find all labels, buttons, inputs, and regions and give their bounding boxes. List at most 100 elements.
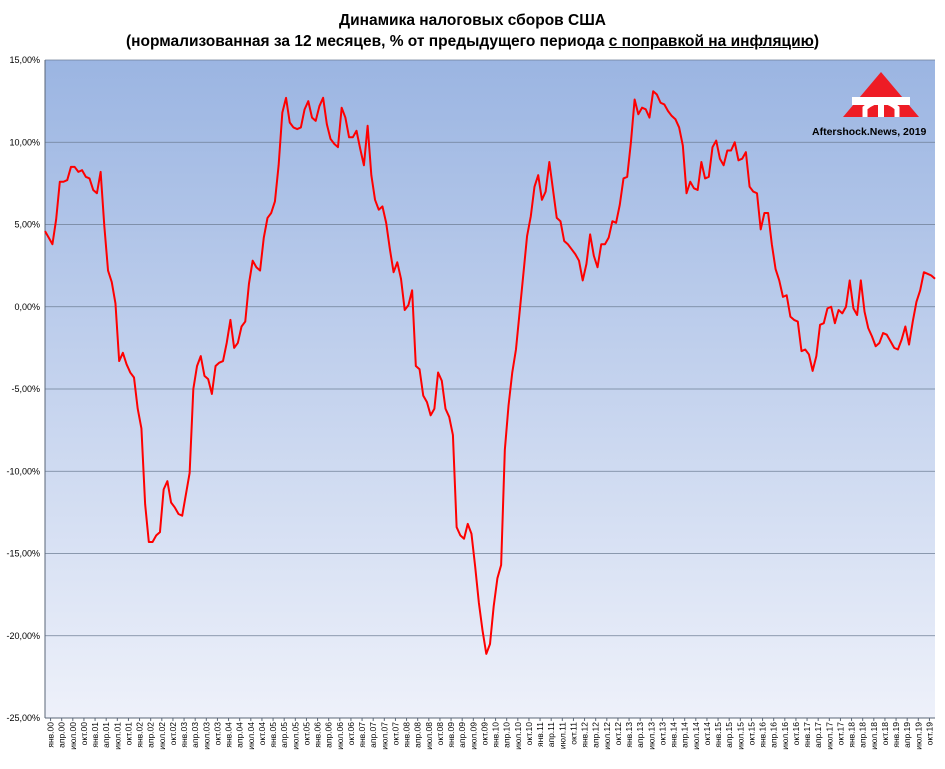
x-tick-label: окт.03 [212, 722, 222, 746]
x-tick-label: янв.07 [357, 722, 367, 748]
x-tick-label: июл.03 [201, 722, 211, 750]
aftershock-logo [843, 72, 919, 117]
chart-title: Динамика налоговых сборов США [339, 12, 606, 29]
x-tick-label: июл.12 [602, 722, 612, 750]
x-tick-label: апр.08 [413, 722, 423, 748]
x-tick-label: янв.02 [135, 722, 145, 748]
x-tick-label: апр.16 [769, 722, 779, 748]
x-tick-label: окт.10 [524, 722, 534, 746]
x-tick-label: апр.03 [190, 722, 200, 748]
x-tick-label: июл.19 [913, 722, 923, 750]
x-tick-label: июл.02 [157, 722, 167, 750]
x-tick-label: июл.05 [290, 722, 300, 750]
x-tick-label: июл.01 [112, 722, 122, 750]
x-tick-label: окт.05 [301, 722, 311, 746]
x-tick-label: янв.08 [402, 722, 412, 748]
x-tick-label: июл.14 [691, 722, 701, 750]
y-tick-label: -20,00% [6, 631, 40, 641]
logo-pillar [878, 104, 884, 117]
y-tick-label: -15,00% [6, 549, 40, 559]
x-tick-label: июл.00 [68, 722, 78, 750]
y-tick-label: 0,00% [14, 302, 40, 312]
x-tick-label: июл.15 [735, 722, 745, 750]
x-tick-label: апр.07 [368, 722, 378, 748]
x-tick-label: янв.10 [491, 722, 501, 748]
x-tick-label: апр.01 [101, 722, 111, 748]
x-tick-label: окт.15 [746, 722, 756, 746]
x-tick-label: июл.17 [824, 722, 834, 750]
logo-triangle [843, 72, 919, 117]
y-tick-label: -10,00% [6, 466, 40, 476]
x-tick-label: апр.19 [902, 722, 912, 748]
x-tick-label: июл.16 [780, 722, 790, 750]
x-tick-label: окт.17 [835, 722, 845, 746]
x-tick-label: окт.14 [702, 722, 712, 746]
x-tick-label: июл.08 [424, 722, 434, 750]
series-layer [44, 90, 936, 655]
x-tick-label: июл.06 [335, 722, 345, 750]
x-tick-label: янв.19 [891, 722, 901, 748]
y-tick-label: 5,00% [14, 220, 40, 230]
x-tick-label: окт.04 [257, 722, 267, 746]
x-tick-label: окт.08 [435, 722, 445, 746]
chart-subtitle: (нормализованная за 12 месяцев, % от пре… [0, 32, 945, 52]
x-tick-label: окт.16 [791, 722, 801, 746]
x-tick-label: апр.05 [279, 722, 289, 748]
y-tick-labels: 15,00% 10,00% 5,00% 0,00% -5,00% -10,00% -15,0… [6, 55, 40, 723]
subtitle-suffix: ) [813, 33, 820, 50]
y-tick-label: -5,00% [11, 384, 40, 394]
x-tick-label: окт.19 [924, 722, 934, 746]
y-tick-label: 10,00% [9, 137, 40, 147]
axes [44, 60, 935, 719]
x-tick-label: янв.12 [580, 722, 590, 748]
watermark-caption: Aftershock.News, 2019 [812, 126, 927, 138]
x-tick-label: янв.01 [90, 722, 100, 748]
x-tick-label: июл.04 [246, 722, 256, 750]
x-tick-label: окт.12 [613, 722, 623, 746]
x-tick-label: апр.06 [324, 722, 334, 748]
x-tick-label: янв.03 [179, 722, 189, 748]
y-tick-label: 15,00% [9, 55, 40, 65]
x-tick-label: янв.00 [46, 722, 56, 748]
x-tick-label: окт.06 [346, 722, 356, 746]
x-tick-label: янв.04 [224, 722, 234, 748]
x-tick-label: янв.09 [446, 722, 456, 748]
x-tick-label: окт.18 [880, 722, 890, 746]
x-tick-label: окт.09 [479, 722, 489, 746]
x-tick-label: янв.11 [535, 722, 545, 747]
x-tick-label: янв.06 [313, 722, 323, 748]
x-tick-labels: янв.00 апр.00 июл.00 окт.00 янв.01 апр.01 июл.… [46, 718, 934, 750]
x-tick-label: июл.09 [468, 722, 478, 750]
subtitle-prefix: (нормализованная за 12 месяцев, % от пре… [125, 33, 609, 50]
x-tick-label: июл.10 [513, 722, 523, 750]
x-tick-label: янв.16 [758, 722, 768, 748]
x-tick-label: июл.18 [869, 722, 879, 750]
x-tick-label: янв.13 [624, 722, 634, 748]
x-tick-label: окт.13 [657, 722, 667, 746]
x-tick-label: янв.15 [713, 722, 723, 748]
x-tick-label: янв.18 [847, 722, 857, 748]
x-tick-label: июл.13 [646, 722, 656, 750]
x-tick-label: июл.07 [379, 722, 389, 750]
x-tick-label: апр.11 [546, 722, 556, 748]
x-tick-label: апр.10 [502, 722, 512, 748]
x-tick-label: апр.02 [146, 722, 156, 748]
x-tick-label: окт.01 [123, 722, 133, 746]
x-tick-label: янв.05 [268, 722, 278, 748]
x-tick-label: апр.18 [858, 722, 868, 748]
series-line [44, 90, 936, 655]
x-tick-label: апр.09 [457, 722, 467, 748]
y-tick-label: -25,00% [6, 713, 40, 723]
x-tick-label: апр.00 [57, 722, 67, 748]
x-tick-label: апр.15 [724, 722, 734, 748]
x-tick-label: окт.07 [390, 722, 400, 746]
subtitle-underlined: с поправкой на инфляцию [608, 33, 814, 50]
x-tick-label: окт.11 [568, 722, 578, 745]
x-tick-label: апр.04 [235, 722, 245, 748]
x-tick-label: янв.14 [669, 722, 679, 748]
x-tick-label: апр.13 [635, 722, 645, 748]
x-tick-label: апр.14 [680, 722, 690, 748]
x-tick-label: окт.00 [79, 722, 89, 746]
x-tick-label: апр.12 [591, 722, 601, 748]
